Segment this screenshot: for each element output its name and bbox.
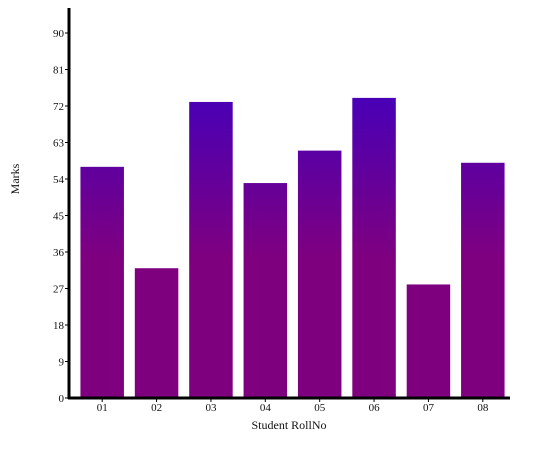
y-axis-ticks: 0 9 18 27 36 45 54 63 72 81 90 xyxy=(53,28,69,405)
bar-02 xyxy=(134,268,179,398)
x-tick-label: 03 xyxy=(205,402,217,414)
bar-04 xyxy=(243,183,288,398)
x-tick-label: 06 xyxy=(369,402,381,414)
y-tick-label: 36 xyxy=(53,247,65,259)
y-tick-label: 9 xyxy=(59,357,65,369)
x-tick-label: 08 xyxy=(477,402,489,414)
bar-07 xyxy=(406,284,451,398)
y-tick-label: 27 xyxy=(53,284,65,296)
x-axis-title: Student RollNo xyxy=(251,418,326,432)
bar-06 xyxy=(352,97,396,398)
y-tick-label: 54 xyxy=(53,174,65,186)
x-axis-ticks: 01 02 03 04 05 06 07 08 xyxy=(97,398,489,414)
bar-01 xyxy=(80,166,124,398)
y-axis-title: Marks xyxy=(8,163,22,194)
x-tick-label: 04 xyxy=(260,402,272,414)
bar-08 xyxy=(461,162,505,398)
bar-03 xyxy=(189,101,233,398)
y-tick-label: 63 xyxy=(53,138,65,150)
bar-05 xyxy=(297,150,342,398)
y-tick-label: 81 xyxy=(53,65,64,77)
y-tick-label: 0 xyxy=(59,393,65,405)
x-tick-label: 01 xyxy=(97,402,108,414)
y-tick-label: 45 xyxy=(53,211,65,223)
y-tick-label: 90 xyxy=(53,28,65,40)
x-tick-label: 07 xyxy=(423,402,435,414)
bars-layer xyxy=(80,97,505,398)
x-tick-label: 05 xyxy=(314,402,326,414)
y-tick-label: 18 xyxy=(53,320,65,332)
x-tick-label: 02 xyxy=(151,402,162,414)
y-tick-label: 72 xyxy=(53,101,64,113)
